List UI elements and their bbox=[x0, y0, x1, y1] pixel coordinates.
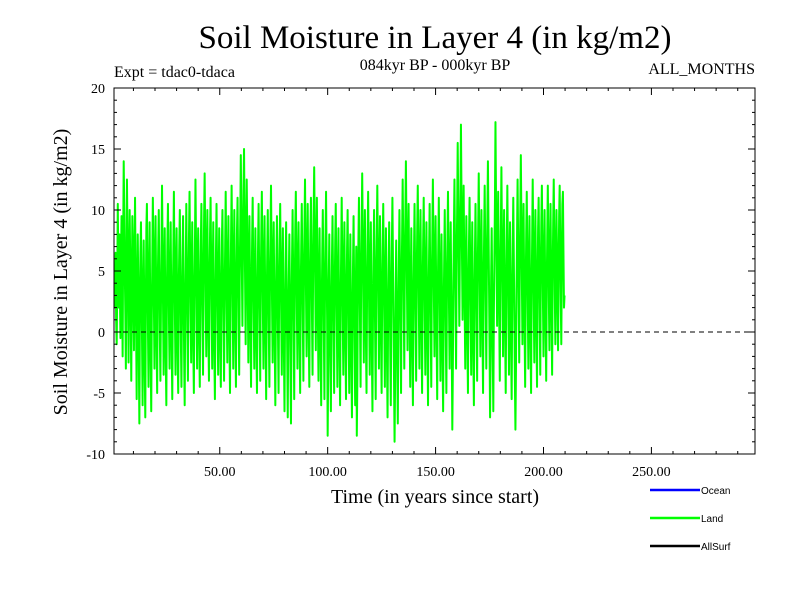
legend-label-ocean: Ocean bbox=[701, 486, 730, 497]
y-tick-label: 5 bbox=[98, 265, 105, 280]
series-layer bbox=[114, 121, 566, 443]
legend-label-allsurf: AllSurf bbox=[701, 542, 731, 553]
y-tick-label: -5 bbox=[93, 387, 105, 402]
y-tick-label: 10 bbox=[91, 204, 105, 219]
x-tick-label: 100.00 bbox=[308, 465, 347, 480]
x-tick-label: 200.00 bbox=[524, 465, 563, 480]
x-tick-label: 150.00 bbox=[416, 465, 455, 480]
expt-label: Expt = tdac0-tdaca bbox=[114, 64, 235, 81]
x-tick-labels: 50.00 100.00 150.00 200.00 250.00 bbox=[204, 465, 671, 480]
legend-label-land: Land bbox=[701, 514, 723, 525]
y-tick-label: 20 bbox=[91, 82, 105, 97]
y-tick-labels: -10 -5 0 5 10 15 20 bbox=[86, 82, 105, 463]
legend: Ocean Land AllSurf bbox=[650, 486, 731, 553]
chart-title: Soil Moisture in Layer 4 (in kg/m2) bbox=[199, 20, 672, 56]
y-tick-label: 0 bbox=[98, 326, 105, 341]
x-tick-label: 50.00 bbox=[204, 465, 236, 480]
ticks-layer bbox=[114, 87, 755, 455]
y-axis-label: Soil Moisture in Layer 4 (in kg/m2) bbox=[50, 129, 72, 416]
x-tick-label: 250.00 bbox=[632, 465, 671, 480]
months-label: ALL_MONTHS bbox=[648, 61, 755, 78]
period-label: 084kyr BP - 000kyr BP bbox=[360, 57, 511, 74]
y-tick-label: -10 bbox=[86, 448, 105, 463]
y-tick-label: 15 bbox=[91, 143, 105, 158]
x-axis-label: Time (in years since start) bbox=[331, 486, 539, 508]
series-line-land bbox=[114, 121, 566, 443]
